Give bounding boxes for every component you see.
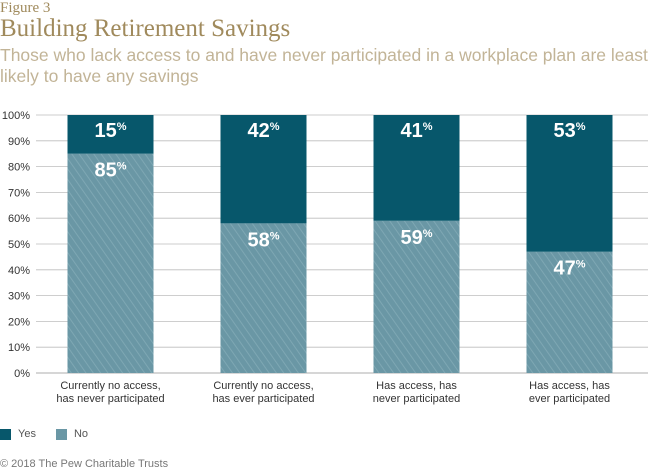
bar-yes (373, 115, 460, 221)
x-tick-label: never participated (373, 393, 460, 405)
y-tick-label: 60% (8, 213, 30, 225)
bar-no (67, 153, 154, 373)
x-tick-label: Has access, has (529, 380, 610, 392)
y-tick-label: 90% (8, 136, 30, 148)
data-label: 85% (94, 160, 126, 182)
x-tick-label: Has access, has (376, 380, 457, 392)
y-tick-label: 80% (8, 162, 30, 174)
bar-yes (67, 115, 154, 154)
y-tick-label: 50% (8, 239, 30, 251)
bar-yes (526, 115, 613, 252)
bar-yes (220, 115, 307, 224)
data-label: 42% (247, 120, 279, 142)
y-tick-label: 30% (8, 291, 30, 303)
data-label: 59% (400, 227, 432, 249)
y-tick-label: 20% (8, 316, 30, 328)
data-label: 58% (247, 229, 279, 251)
data-label: 41% (400, 120, 432, 142)
figure-label: Figure 3 (0, 0, 51, 16)
data-label: 47% (553, 258, 585, 280)
x-tick-label: Currently no access, (213, 380, 313, 392)
bar-no (373, 220, 460, 373)
y-tick-label: 0% (14, 368, 30, 380)
legend-label-yes: Yes (18, 428, 36, 440)
legend-label-no: No (73, 428, 89, 440)
x-tick-label: has ever participated (212, 393, 314, 405)
bar-no (220, 223, 307, 373)
data-label: 15% (94, 120, 126, 142)
copyright-footer: © 2018 The Pew Charitable Trusts (0, 458, 169, 470)
data-label: 53% (553, 120, 585, 142)
legend-item-no: No (55, 428, 89, 440)
y-tick-label: 70% (8, 187, 30, 199)
bar-layer (67, 115, 613, 373)
y-tick-label: 40% (8, 265, 30, 277)
legend-swatch-no (55, 428, 67, 440)
y-tick-label: 100% (2, 110, 30, 122)
bar-no (526, 251, 613, 373)
y-tick-label: 10% (8, 342, 30, 354)
x-tick-label: ever participated (529, 393, 610, 405)
x-tick-label: Currently no access, (60, 380, 160, 392)
label-layer: 15%85%Currently no access,has never part… (56, 120, 610, 405)
chart-title: Building Retirement Savings (0, 15, 291, 42)
legend-swatch-yes (0, 428, 11, 440)
legend-item-yes: Yes (0, 428, 36, 440)
chart-subtitle: Those who lack access to and have never … (0, 45, 648, 86)
x-tick-label: has never participated (56, 393, 164, 405)
legend: Yes No (0, 428, 88, 440)
